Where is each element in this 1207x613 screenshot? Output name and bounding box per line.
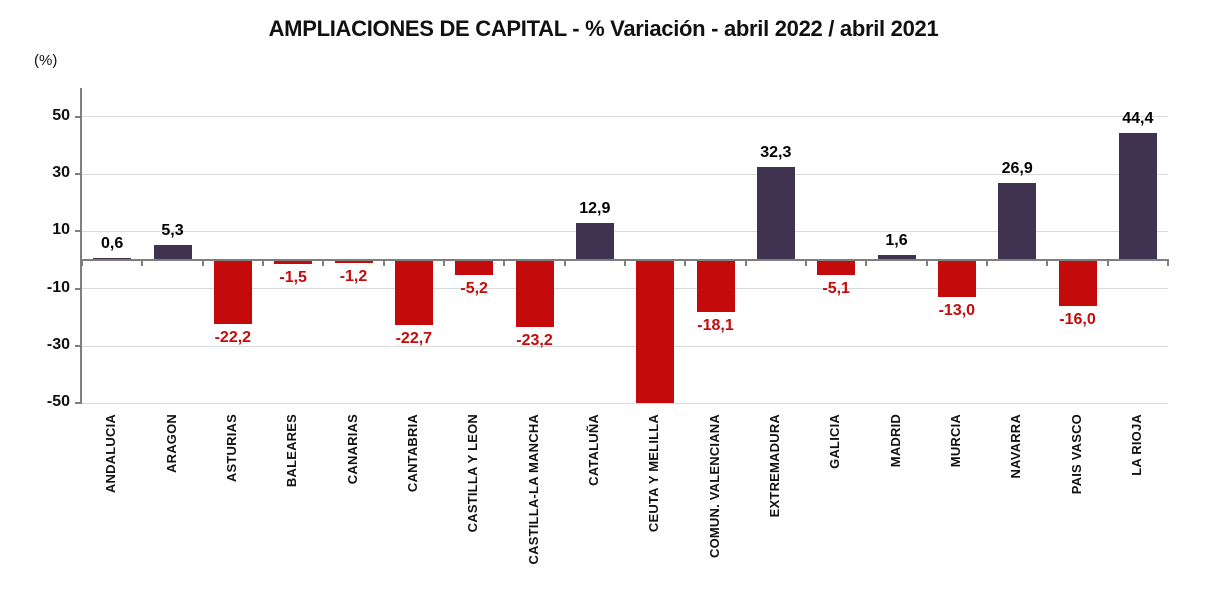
- x-axis-line: [82, 259, 1169, 262]
- bar-value-label: -5,2: [460, 279, 488, 297]
- bar: [1118, 132, 1157, 261]
- x-axis-category-label: BALEARES: [284, 414, 300, 488]
- bar-value-label: 0,6: [101, 235, 124, 253]
- y-axis-tick-label: -50: [46, 393, 70, 411]
- x-axis-tick: [744, 261, 747, 267]
- y-axis-tick: [75, 115, 82, 118]
- bar-value-label: -23,2: [516, 331, 553, 349]
- bar-value-label: -5,1: [822, 279, 850, 297]
- x-axis-category-label: LA RIOJA: [1128, 414, 1144, 476]
- y-axis-tick-label: 10: [52, 221, 70, 239]
- bar: [515, 260, 554, 327]
- x-axis-category-label: MADRID: [887, 414, 903, 468]
- x-axis-tick: [986, 261, 988, 267]
- x-axis-tick: [624, 261, 626, 267]
- x-axis-tick: [1167, 261, 1169, 267]
- bar-value-label: -1,2: [339, 268, 368, 286]
- bar: [998, 182, 1037, 261]
- x-axis-category-label: GALICIA: [827, 414, 843, 469]
- x-axis-category-label: COMUN. VALENCIANA: [706, 414, 722, 558]
- y-axis-tick-label: -30: [46, 336, 70, 354]
- x-axis-tick: [201, 261, 204, 267]
- x-axis-tick: [382, 261, 385, 267]
- x-axis-tick: [81, 261, 83, 267]
- bar-value-label: 5,3: [161, 221, 184, 239]
- x-axis-tick: [684, 261, 687, 267]
- y-axis-unit-label: (%): [34, 52, 58, 69]
- bar-value-label: -22,7: [395, 330, 433, 348]
- x-axis-category-label: ANDALUCIA: [103, 414, 119, 494]
- y-axis-tick: [75, 345, 82, 348]
- x-axis-category-label: CEUTA Y MELILLA: [646, 414, 662, 533]
- y-axis-tick: [75, 287, 82, 290]
- gridline: [82, 345, 1168, 347]
- chart-title: AMPLIACIONES DE CAPITAL - % Variación - …: [268, 16, 939, 41]
- bar-value-label: -1,5: [279, 269, 307, 287]
- x-axis-tick: [865, 261, 868, 267]
- gridline: [82, 116, 1168, 118]
- x-axis-category-label: NAVARRA: [1008, 414, 1024, 479]
- x-axis-tick: [141, 261, 144, 267]
- bar: [274, 260, 313, 265]
- x-axis-tick: [443, 261, 445, 267]
- bar-value-label: 1,6: [885, 232, 908, 250]
- bar: [213, 260, 252, 324]
- x-axis-category-label: ARAGON: [163, 414, 179, 473]
- bar-value-label: 26,9: [1001, 159, 1033, 177]
- y-axis-tick: [75, 402, 82, 405]
- bar: [455, 260, 494, 275]
- bar: [334, 260, 373, 264]
- gridline: [82, 173, 1168, 175]
- y-axis-tick: [75, 173, 82, 176]
- gridline: [82, 402, 1168, 404]
- y-axis-tick-label: -10: [46, 278, 70, 296]
- x-axis-tick: [563, 261, 566, 267]
- bar-value-label: -22,2: [214, 328, 252, 346]
- x-axis-category-label: EXTREMADURA: [766, 414, 782, 518]
- bar: [756, 167, 795, 261]
- x-axis-category-label: CANTABRIA: [404, 414, 420, 493]
- bar: [575, 223, 614, 261]
- gridline: [82, 230, 1168, 232]
- y-axis-tick-label: 30: [52, 164, 70, 182]
- bar: [696, 260, 735, 312]
- x-axis-category-label: CANARIAS: [344, 414, 360, 485]
- y-axis-line: [80, 88, 82, 404]
- bar: [877, 255, 916, 261]
- x-axis-tick: [925, 261, 928, 267]
- bar: [636, 260, 675, 404]
- bar-value-label: -18,1: [697, 316, 734, 334]
- bar-value-label: 44,4: [1122, 109, 1154, 127]
- x-axis-tick: [262, 261, 264, 267]
- x-axis-category-label: MURCIA: [947, 414, 963, 468]
- x-axis-category-label: ASTURIAS: [223, 414, 239, 483]
- bar-value-label: 32,3: [760, 144, 792, 162]
- x-axis-tick: [1046, 261, 1049, 267]
- gridline: [82, 288, 1168, 290]
- bar: [394, 260, 433, 326]
- x-axis-tick: [503, 261, 506, 267]
- bar: [817, 260, 856, 275]
- x-axis-tick: [1106, 261, 1109, 267]
- x-axis-category-label: PAIS VASCO: [1068, 414, 1084, 495]
- bar: [153, 244, 192, 261]
- bar-value-label: -13,0: [938, 302, 976, 320]
- x-axis-tick: [805, 261, 807, 267]
- y-axis-tick: [75, 230, 82, 233]
- bar: [1058, 260, 1097, 306]
- x-axis-category-label: CASTILLA Y LEON: [465, 414, 481, 533]
- x-axis-category-label: CATALUÑA: [585, 414, 601, 486]
- y-axis-tick-label: 50: [52, 106, 70, 124]
- bar-value-label: 12,9: [579, 200, 611, 218]
- bar-value-label: -16,0: [1059, 310, 1096, 328]
- x-axis-tick: [322, 261, 325, 267]
- x-axis-category-label: CASTILLA-LA MANCHA: [525, 414, 541, 565]
- bar: [937, 260, 976, 298]
